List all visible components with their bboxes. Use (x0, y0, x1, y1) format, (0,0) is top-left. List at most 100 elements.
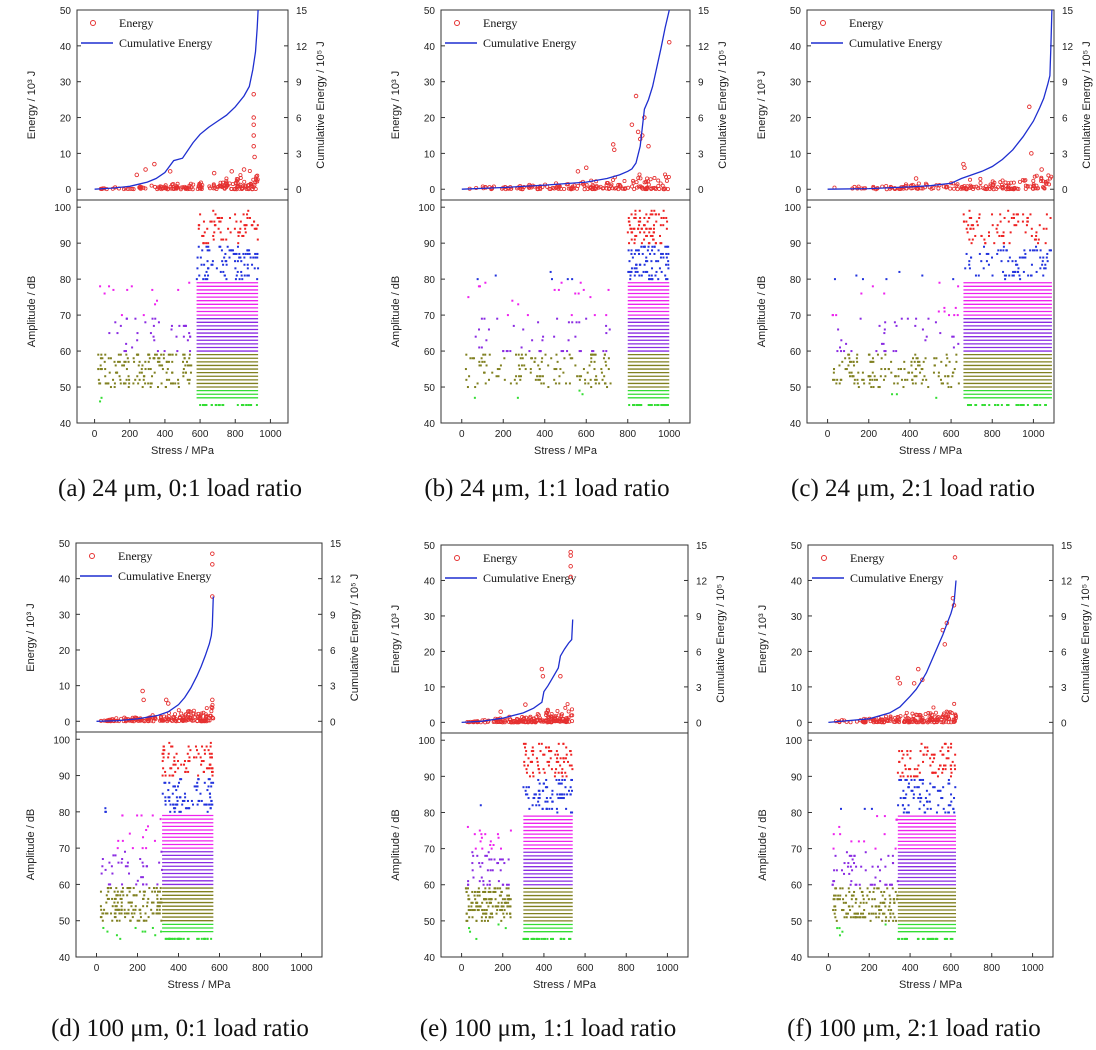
amplitude-point (545, 746, 548, 749)
energy-point (220, 180, 225, 185)
amplitude-point (953, 764, 956, 767)
amplitude-point (546, 760, 549, 763)
energy-point (198, 718, 203, 723)
stress-tick-label: 600 (192, 429, 209, 440)
amplitude-point (207, 242, 210, 245)
amplitude-point (133, 894, 136, 897)
amplitude-point (991, 213, 994, 216)
amplitude-point (889, 898, 892, 901)
amplitude-point (163, 350, 166, 353)
amplitude-point (533, 360, 536, 363)
amplitude-point (466, 825, 469, 828)
amplitude-point (567, 321, 570, 324)
amplitude-point (926, 800, 929, 803)
amplitude-point (648, 231, 651, 234)
amplitude-point (127, 386, 130, 389)
energy-point (254, 174, 259, 179)
amplitude-point (152, 324, 155, 327)
amplitude-point (517, 353, 520, 356)
amplitude-point (107, 883, 110, 886)
energy-point (498, 720, 503, 725)
amplitude-point (922, 778, 925, 781)
energy-spike-point (911, 681, 917, 686)
amplitude-point (954, 786, 957, 789)
amplitude-point (191, 803, 194, 806)
amplitude-point (534, 378, 537, 381)
amplitude-point (196, 785, 199, 788)
energy-point (204, 706, 209, 711)
amplitude-point (1041, 260, 1044, 263)
amplitude-point (921, 378, 924, 381)
amplitude-point (633, 252, 636, 255)
amplitude-point (209, 796, 212, 799)
energy-point (1000, 186, 1005, 191)
amplitude-point (652, 227, 655, 230)
amplitude-point (976, 224, 979, 227)
amplitude-point (112, 854, 115, 857)
amplitude-point (531, 804, 534, 807)
amplitude-point (236, 270, 239, 273)
amplitude-axis-label: Amplitude / dB (390, 276, 402, 348)
amplitude-point (467, 883, 470, 886)
amplitude-point (872, 890, 875, 893)
amplitude-point (916, 360, 919, 363)
amplitude-point (917, 797, 920, 800)
amplitude-point (209, 745, 212, 748)
energy-point (949, 720, 954, 725)
amplitude-point (552, 937, 555, 940)
amplitude-point (560, 937, 563, 940)
stress-tick-label: 600 (943, 963, 960, 974)
amplitude-point (139, 858, 142, 861)
energy-spike-point (210, 551, 215, 556)
cumulative-energy-line (828, 580, 957, 724)
amplitude-point (497, 836, 500, 839)
amplitude-point (858, 883, 861, 886)
energy-spike-point (962, 165, 967, 170)
amplitude-point (627, 270, 630, 273)
amplitude-point (548, 760, 551, 763)
amplitude-point (142, 378, 145, 381)
amplitude-point (129, 887, 132, 890)
amplitude-point (939, 378, 942, 381)
amplitude-point (164, 796, 167, 799)
amplitude-point (560, 281, 563, 284)
amplitude-point (526, 314, 529, 317)
amplitude-point (495, 375, 498, 378)
amplitude-point (175, 803, 178, 806)
amplitude-point (1008, 256, 1011, 259)
amplitude-point (924, 357, 927, 360)
amp-tick-label: 80 (60, 275, 72, 286)
energy-spike-point (251, 133, 256, 138)
amplitude-point (502, 912, 505, 915)
amplitude-point (936, 789, 939, 792)
energy-spike-point (251, 91, 256, 97)
amplitude-point (184, 807, 187, 810)
amplitude-point (484, 912, 487, 915)
energy-point (211, 182, 216, 187)
amplitude-point (476, 890, 479, 893)
amplitude-point (176, 350, 179, 353)
amplitude-point (249, 404, 252, 407)
amplitude-point (540, 360, 543, 363)
amplitude-point (496, 833, 499, 836)
amplitude-point (547, 364, 550, 367)
amplitude-point (556, 317, 559, 320)
amplitude-point (852, 916, 855, 919)
amplitude-point (1022, 270, 1025, 273)
amplitude-point (169, 803, 172, 806)
amplitude-point (631, 231, 634, 234)
amplitude-point (881, 894, 884, 897)
amplitude-point (132, 382, 135, 385)
amplitude-point (519, 378, 522, 381)
amplitude-point (203, 231, 206, 234)
amplitude-point (640, 242, 643, 245)
amplitude-point (477, 909, 480, 912)
amplitude-point (932, 937, 935, 940)
amplitude-point (141, 364, 144, 367)
amplitude-point (847, 905, 850, 908)
panel-caption: (d) 100 μm, 0:1 load ratio (51, 1015, 309, 1042)
amplitude-point (134, 926, 137, 929)
amplitude-point (914, 353, 917, 356)
amplitude-point (113, 386, 116, 389)
amplitude-point (168, 937, 171, 940)
